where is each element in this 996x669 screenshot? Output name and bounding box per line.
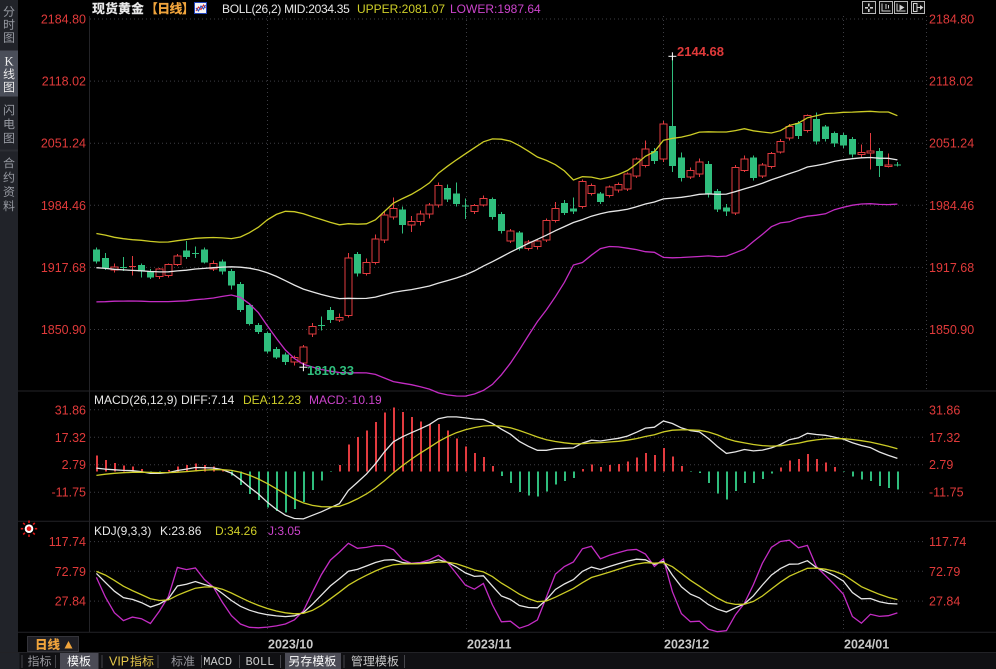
svg-text:UPPER:2081.07: UPPER:2081.07 [357,2,445,16]
svg-text:VIP: VIP [109,655,129,669]
svg-text:BOLL(26,2) MID:2034.35: BOLL(26,2) MID:2034.35 [222,2,350,16]
svg-text:BOLL: BOLL [245,655,274,669]
svg-text:1917.68: 1917.68 [929,261,974,275]
svg-text:2051.24: 2051.24 [41,137,86,151]
svg-text:17.32: 17.32 [55,431,86,445]
svg-text:2184.80: 2184.80 [929,13,974,27]
svg-text:2023/11: 2023/11 [467,638,512,652]
svg-text:1810.33: 1810.33 [307,363,354,378]
svg-text:K: K [4,55,13,69]
svg-text:MACD: MACD [203,655,232,669]
svg-text:1850.90: 1850.90 [41,323,86,337]
svg-text:1984.46: 1984.46 [929,199,974,213]
svg-text:LOWER:1987.64: LOWER:1987.64 [450,2,541,16]
svg-text:-11.75: -11.75 [929,486,964,500]
svg-text:1984.46: 1984.46 [41,199,86,213]
svg-text:D:34.26: D:34.26 [215,524,257,538]
svg-text:2144.68: 2144.68 [677,44,724,59]
svg-text:27.84: 27.84 [55,595,86,609]
svg-text:KDJ(9,3,3): KDJ(9,3,3) [94,524,151,538]
svg-text:31.86: 31.86 [55,403,86,417]
svg-text:2051.24: 2051.24 [929,137,974,151]
svg-text:72.79: 72.79 [55,565,86,579]
svg-text:-11.75: -11.75 [51,486,86,500]
svg-text:2023/12: 2023/12 [664,638,709,652]
svg-text:31.86: 31.86 [929,403,960,417]
svg-text:72.79: 72.79 [929,565,960,579]
svg-text:2184.80: 2184.80 [41,13,86,27]
svg-text:2118.02: 2118.02 [42,75,86,89]
svg-text:2.79: 2.79 [62,458,86,472]
svg-text:MACD:-10.19: MACD:-10.19 [309,393,382,407]
svg-text:2024/01: 2024/01 [844,638,889,652]
svg-text:17.32: 17.32 [929,431,960,445]
svg-text:1917.68: 1917.68 [41,261,86,275]
svg-text:2118.02: 2118.02 [929,75,973,89]
svg-text:DIFF:7.14: DIFF:7.14 [181,393,235,407]
svg-text:2.79: 2.79 [929,458,953,472]
svg-text:117.74: 117.74 [49,535,86,549]
svg-text:27.84: 27.84 [929,595,960,609]
svg-text:1850.90: 1850.90 [929,323,974,337]
svg-text:MACD(26,12,9): MACD(26,12,9) [94,393,177,407]
svg-text:2023/10: 2023/10 [268,638,313,652]
svg-text:K:23.86: K:23.86 [160,524,202,538]
svg-text:J:3.05: J:3.05 [268,524,301,538]
svg-text:117.74: 117.74 [929,535,966,549]
svg-text:DEA:12.23: DEA:12.23 [243,393,301,407]
